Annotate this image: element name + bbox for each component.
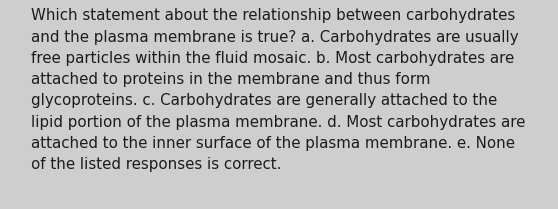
Text: Which statement about the relationship between carbohydrates
and the plasma memb: Which statement about the relationship b… xyxy=(31,8,525,172)
